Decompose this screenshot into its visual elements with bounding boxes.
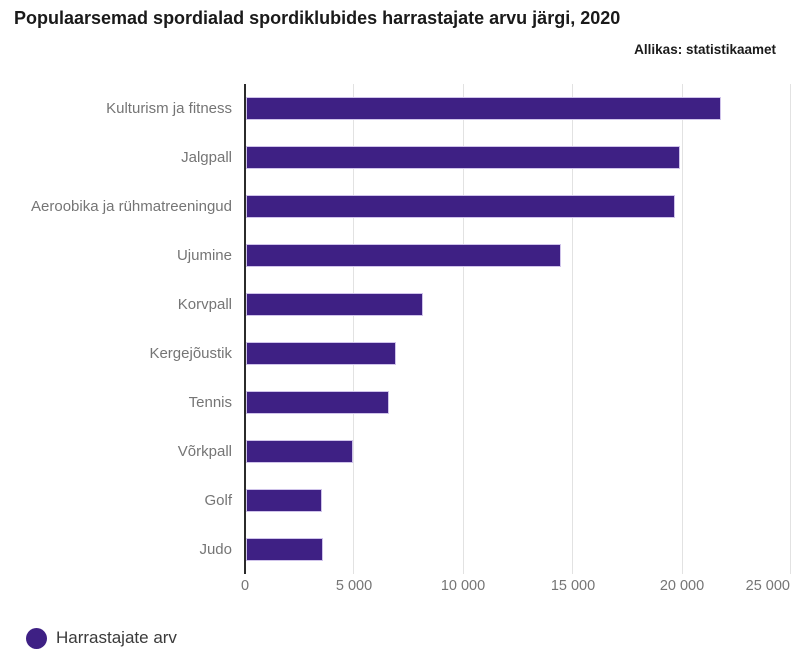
- bar-tennis[interactable]: [246, 391, 389, 414]
- bar-row: Golf: [0, 476, 792, 525]
- category-label: Kulturism ja fitness: [106, 100, 232, 117]
- bar-aeroobika-ja-ruhmatreeningud[interactable]: [246, 195, 676, 218]
- chart-title: Populaarsemad spordialad spordiklubides …: [14, 8, 621, 28]
- bar-row: Võrkpall: [0, 427, 792, 476]
- bar-vorkpall[interactable]: [246, 440, 354, 463]
- bar-chart: Kulturism ja fitness Jalgpall Aeroobika …: [0, 84, 792, 574]
- bar-row: Korvpall: [0, 280, 792, 329]
- y-axis-line: [244, 84, 246, 574]
- category-label: Jalgpall: [181, 149, 232, 166]
- x-tick-label: 25 000: [745, 578, 790, 594]
- bar-row: Kergejõustik: [0, 329, 792, 378]
- bar-judo[interactable]: [246, 538, 324, 561]
- bar-row: Kulturism ja fitness: [0, 84, 792, 133]
- category-label: Judo: [199, 541, 232, 558]
- bar-kergejoustik[interactable]: [246, 342, 397, 365]
- legend-label: Harrastajate arv: [56, 628, 177, 647]
- bar-row: Tennis: [0, 378, 792, 427]
- bar-row: Jalgpall: [0, 133, 792, 182]
- category-label: Golf: [204, 492, 232, 509]
- bar-row: Aeroobika ja rühmatreeningud: [0, 182, 792, 231]
- chart-source: Allikas: statistikaamet: [634, 42, 776, 57]
- category-label: Korvpall: [177, 296, 232, 313]
- x-tick-label: 20 000: [659, 578, 705, 594]
- category-label: Tennis: [188, 394, 232, 411]
- x-tick-label: 10 000: [440, 578, 486, 594]
- gridline-20000: [682, 84, 683, 574]
- category-label: Võrkpall: [177, 443, 232, 460]
- gridline-5000: [353, 84, 354, 574]
- x-tick-label: 15 000: [550, 578, 596, 594]
- bar-korvpall[interactable]: [246, 293, 424, 316]
- bar-row: Judo: [0, 525, 792, 574]
- bar-jalgpall[interactable]: [246, 146, 680, 169]
- legend-item-harrastajate-arv[interactable]: Harrastajate arv: [26, 625, 177, 651]
- bar-kulturism-ja-fitness[interactable]: [246, 97, 722, 120]
- category-label: Aeroobika ja rühmatreeningud: [31, 198, 232, 215]
- gridline-15000: [572, 84, 573, 574]
- x-tick-label: 5 000: [335, 578, 373, 594]
- gridline-10000: [463, 84, 464, 574]
- category-label: Ujumine: [176, 247, 232, 264]
- bar-golf[interactable]: [246, 489, 322, 512]
- category-label: Kergejõustik: [149, 345, 232, 362]
- gridline-25000: [790, 84, 791, 574]
- x-axis: 0 5 000 10 000 15 000 20 000 25 000: [0, 578, 792, 600]
- bar-ujumine[interactable]: [246, 244, 562, 267]
- x-tick-label: 0: [240, 578, 250, 594]
- bar-row: Ujumine: [0, 231, 792, 280]
- legend-marker-icon: [26, 627, 47, 649]
